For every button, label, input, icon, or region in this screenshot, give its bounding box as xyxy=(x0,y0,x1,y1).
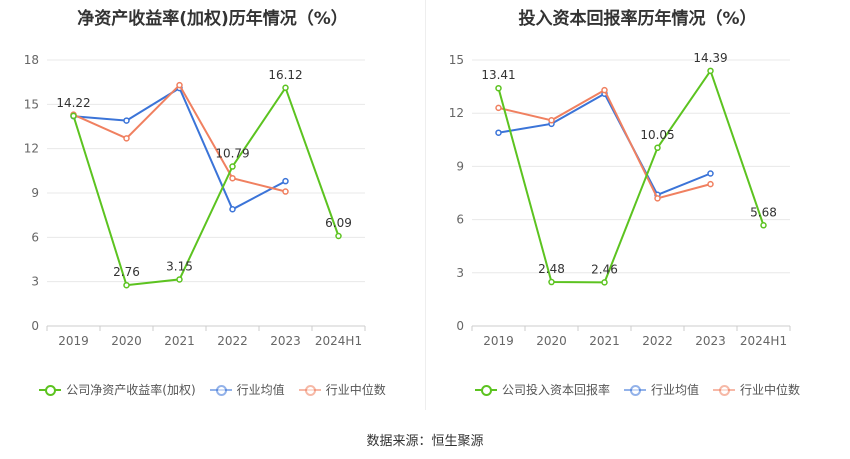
legend-line-dot-icon xyxy=(298,384,321,396)
data-point[interactable] xyxy=(123,281,130,289)
panel-divider xyxy=(425,0,426,410)
legend-line-dot-icon xyxy=(474,384,497,396)
x-tick-label: 2019 xyxy=(58,334,89,348)
series-line xyxy=(73,83,286,193)
y-tick-label: 6 xyxy=(456,213,464,227)
legend-item[interactable]: 公司净资产收益率(加权) xyxy=(39,381,196,398)
legend-item[interactable]: 行业中位数 xyxy=(298,381,386,398)
legend-item[interactable]: 行业均值 xyxy=(623,381,699,398)
chart-legend: 公司净资产收益率(加权) 行业均值 行业中位数 xyxy=(0,381,425,398)
data-point[interactable] xyxy=(548,117,555,124)
data-point[interactable] xyxy=(707,67,714,75)
data-label: 2.76 xyxy=(113,265,140,279)
y-tick-label: 15 xyxy=(449,53,464,67)
roe-chart-panel: 净资产收益率(加权)历年情况（%） 0 3 6 9 12 15 18 2019 2020 2021… xyxy=(0,0,425,410)
data-point[interactable] xyxy=(707,180,714,188)
data-point[interactable] xyxy=(282,177,289,185)
data-point[interactable] xyxy=(601,279,608,286)
x-tick-label: 2019 xyxy=(483,334,514,348)
x-tick-label: 2023 xyxy=(695,334,726,348)
x-tick-label: 2021 xyxy=(164,334,195,348)
data-label: 10.05 xyxy=(640,128,674,142)
y-tick-label: 9 xyxy=(31,186,39,200)
data-label: 6.09 xyxy=(325,216,352,230)
legend-line-dot-icon xyxy=(39,384,62,396)
data-point[interactable] xyxy=(176,276,183,283)
x-tick-label: 2020 xyxy=(536,334,567,348)
legend-label: 行业均值 xyxy=(650,383,699,397)
data-point[interactable] xyxy=(495,129,502,136)
y-tick-label: 0 xyxy=(456,319,464,333)
x-tick-label: 2020 xyxy=(111,334,142,348)
data-point[interactable] xyxy=(654,144,661,152)
legend-item[interactable]: 公司投入资本回报率 xyxy=(474,381,610,398)
y-tick-label: 18 xyxy=(24,53,39,67)
data-label: 3.15 xyxy=(166,259,193,273)
x-tick-label: 2022 xyxy=(217,334,248,348)
legend-label: 行业中位数 xyxy=(740,383,801,397)
y-tick-label: 3 xyxy=(456,266,464,280)
data-point[interactable] xyxy=(123,135,130,142)
series-line xyxy=(498,92,711,197)
y-tick-label: 3 xyxy=(31,275,39,289)
legend-label: 公司净资产收益率(加权) xyxy=(66,383,196,397)
roic-chart-plot: 0 3 6 9 12 15 2019 2020 2021 2022 2023 2024H1 13.41 2… xyxy=(449,51,791,348)
data-point[interactable] xyxy=(229,174,236,182)
chart-title: 投入资本回报率历年情况（%） xyxy=(518,9,757,29)
data-point[interactable] xyxy=(654,195,661,202)
series-line xyxy=(72,85,340,287)
data-point[interactable] xyxy=(601,86,608,94)
data-point[interactable] xyxy=(335,232,342,240)
data-point[interactable] xyxy=(495,104,502,112)
legend-label: 公司投入资本回报率 xyxy=(501,383,610,397)
y-tick-label: 0 xyxy=(31,319,39,333)
y-tick-label: 12 xyxy=(24,142,39,156)
legend-line-dot-icon xyxy=(209,384,232,396)
chart-title: 净资产收益率(加权)历年情况（%） xyxy=(77,9,348,29)
series-line xyxy=(497,68,765,284)
data-point[interactable] xyxy=(176,81,183,89)
data-point[interactable] xyxy=(495,84,502,92)
data-point[interactable] xyxy=(707,170,714,177)
legend-item[interactable]: 行业均值 xyxy=(209,381,285,398)
x-tick-label: 2022 xyxy=(642,334,673,348)
data-label: 5.68 xyxy=(750,205,777,219)
x-tick-label: 2021 xyxy=(589,334,620,348)
roe-chart-plot: 0 3 6 9 12 15 18 2019 2020 2021 2022 2023 2024H1 14.2… xyxy=(24,53,366,348)
data-label: 14.39 xyxy=(693,51,727,65)
y-tick-label: 9 xyxy=(456,159,464,173)
legend-line-dot-icon xyxy=(713,384,735,396)
series-line xyxy=(498,88,711,200)
y-tick-label: 6 xyxy=(31,230,39,244)
data-label: 16.12 xyxy=(268,68,302,82)
data-label: 13.41 xyxy=(481,68,515,82)
legend-label: 行业均值 xyxy=(236,383,285,397)
x-tick-label: 2023 xyxy=(270,334,301,348)
y-tick-label: 15 xyxy=(24,97,39,111)
data-label: 2.46 xyxy=(591,262,618,276)
data-point[interactable] xyxy=(548,278,555,286)
x-tick-label: 2024H1 xyxy=(740,334,787,348)
chart-legend: 公司投入资本回报率 行业均值 行业中位数 xyxy=(425,381,850,398)
legend-line-dot-icon xyxy=(623,384,646,396)
y-tick-label: 12 xyxy=(449,106,464,120)
data-point[interactable] xyxy=(229,206,236,213)
data-point[interactable] xyxy=(70,112,77,120)
legend-item[interactable]: 行业中位数 xyxy=(713,381,800,398)
data-label: 10.79 xyxy=(215,147,249,161)
data-label: 14.22 xyxy=(56,96,90,110)
data-point[interactable] xyxy=(229,163,236,170)
x-tick-label: 2024H1 xyxy=(315,334,362,348)
roic-chart-panel: 投入资本回报率历年情况（%） 0 3 6 9 12 15 2019 2020 2021 2022 2… xyxy=(425,0,850,410)
data-point[interactable] xyxy=(760,222,767,229)
data-label: 2.48 xyxy=(538,262,565,276)
data-source-note: 数据来源：恒生聚源 xyxy=(366,434,484,449)
data-point[interactable] xyxy=(282,84,289,92)
legend-label: 行业中位数 xyxy=(325,383,386,397)
data-point[interactable] xyxy=(123,117,130,124)
data-point[interactable] xyxy=(282,188,289,195)
